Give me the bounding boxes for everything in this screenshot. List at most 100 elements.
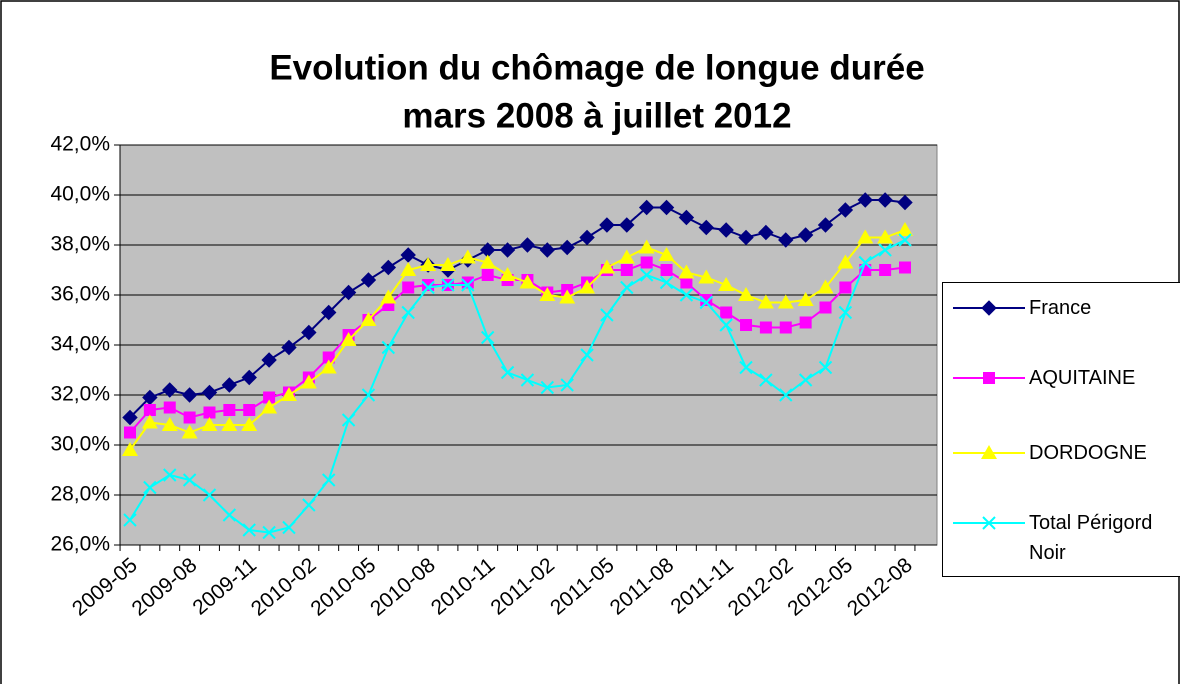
marker: [241, 417, 258, 431]
marker: [321, 304, 337, 321]
y-tick-label: 26,0%: [50, 533, 110, 556]
marker: [981, 445, 997, 459]
marker: [261, 352, 277, 368]
legend-swatch: [953, 300, 1025, 316]
marker: [162, 382, 178, 398]
marker: [461, 278, 475, 292]
x-tick-label: 2010-02: [247, 553, 321, 620]
marker: [479, 254, 496, 269]
marker: [659, 275, 674, 290]
x-tick-label: 2010-05: [306, 553, 380, 620]
marker: [201, 384, 218, 401]
marker: [201, 417, 218, 431]
marker: [124, 426, 136, 439]
marker: [559, 289, 576, 304]
marker: [301, 324, 317, 341]
marker: [599, 217, 615, 233]
marker: [620, 264, 633, 276]
series-line: [129, 261, 906, 434]
marker: [738, 229, 754, 246]
marker: [598, 259, 615, 274]
marker: [341, 413, 356, 427]
marker: [143, 480, 157, 495]
marker: [579, 229, 595, 246]
marker: [320, 359, 337, 374]
marker: [738, 287, 755, 301]
marker: [740, 319, 753, 331]
marker: [221, 417, 238, 431]
marker: [837, 254, 854, 269]
legend-label: France: [1029, 297, 1092, 319]
marker: [439, 257, 456, 271]
marker: [718, 222, 734, 238]
marker: [340, 332, 357, 346]
marker: [600, 308, 614, 322]
marker: [678, 264, 695, 279]
marker: [360, 312, 377, 326]
marker: [837, 202, 854, 218]
marker: [779, 388, 793, 402]
marker: [758, 224, 774, 241]
marker: [759, 321, 772, 334]
marker: [817, 217, 834, 233]
marker: [718, 277, 735, 291]
marker: [499, 267, 516, 281]
marker: [759, 373, 773, 387]
legend-label: AQUITAINE: [1029, 367, 1136, 389]
x-tick-label: 2011-05: [546, 553, 619, 619]
marker: [123, 513, 137, 527]
marker: [539, 242, 556, 258]
marker: [638, 239, 655, 254]
marker: [640, 256, 653, 269]
marker: [519, 274, 536, 289]
marker: [141, 414, 158, 429]
marker: [838, 305, 853, 320]
marker: [839, 281, 852, 294]
chart-subtitle: mars 2008 à juillet 2012: [402, 96, 791, 135]
marker: [520, 373, 535, 387]
x-tick-label: 2012-05: [783, 553, 857, 620]
marker: [540, 380, 555, 395]
y-tick-label: 40,0%: [50, 183, 110, 206]
marker: [380, 259, 397, 276]
marker: [480, 330, 495, 345]
y-tick-label: 36,0%: [50, 283, 110, 306]
legend-item: AQUITAINE: [943, 363, 1180, 423]
marker: [857, 229, 874, 244]
marker: [560, 378, 574, 392]
marker: [122, 409, 138, 426]
marker: [638, 199, 655, 216]
marker: [778, 232, 794, 248]
marker: [322, 351, 335, 364]
x-tick-label: 2011-08: [606, 553, 679, 619]
marker: [878, 243, 892, 257]
legend-label: Total Périgord Noir: [1029, 512, 1153, 564]
marker: [658, 247, 675, 261]
marker: [678, 209, 695, 226]
x-tick-label: 2010-11: [427, 553, 500, 619]
marker: [300, 374, 317, 389]
marker: [163, 401, 176, 414]
marker: [899, 261, 911, 274]
legend-item: France: [943, 293, 1180, 353]
marker: [459, 249, 476, 264]
marker: [143, 404, 156, 416]
marker: [559, 239, 575, 256]
marker: [340, 284, 357, 301]
marker: [163, 468, 177, 482]
y-tick-label: 32,0%: [50, 383, 110, 406]
x-tick-label: 2009-11: [188, 553, 261, 619]
marker: [242, 523, 256, 537]
series-line: [129, 229, 906, 451]
marker: [700, 294, 713, 306]
marker: [680, 276, 693, 289]
marker: [182, 473, 197, 487]
legend-item: Total Périgord Noir: [943, 508, 1180, 568]
marker: [580, 348, 594, 362]
marker: [361, 388, 376, 402]
marker: [380, 289, 397, 304]
marker: [719, 318, 733, 332]
legend-swatch: [953, 372, 1025, 384]
marker: [797, 227, 814, 243]
